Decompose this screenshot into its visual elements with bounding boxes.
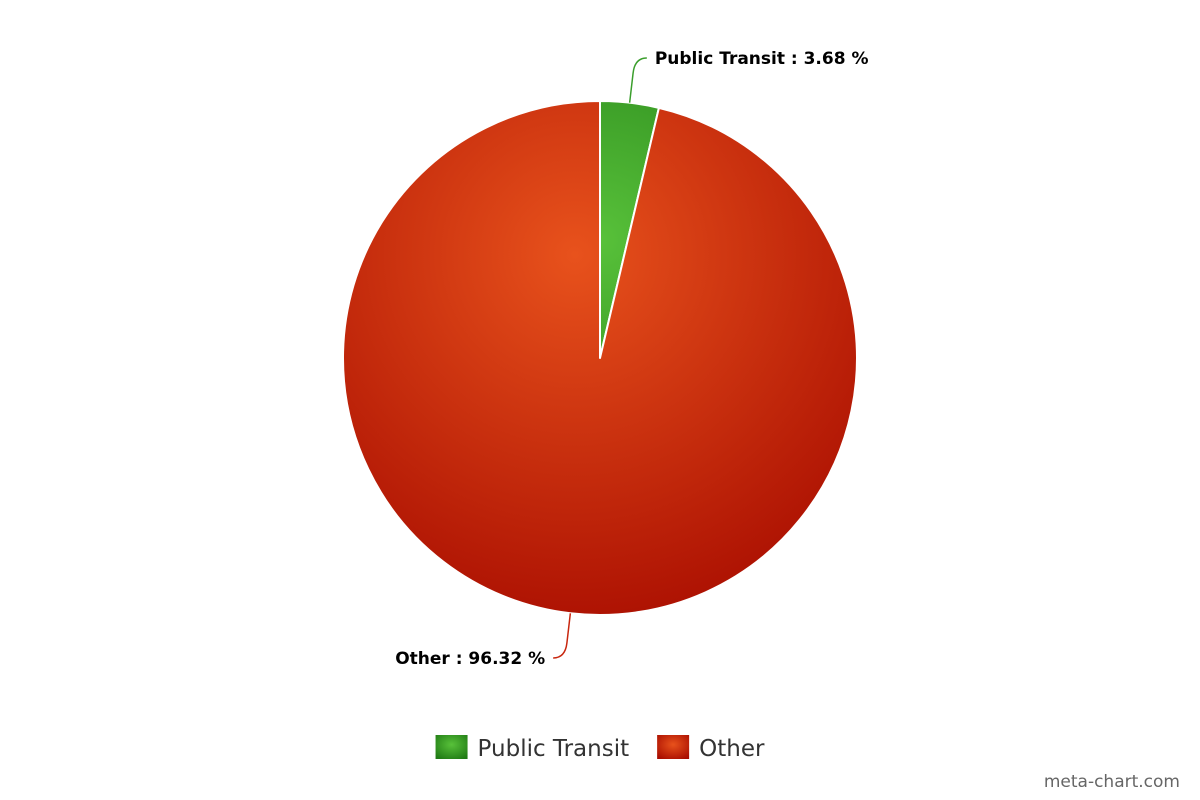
- label-connector-other: [553, 613, 572, 659]
- credit-text: meta-chart.com: [1043, 772, 1180, 792]
- label-connector-public-transit: [628, 57, 647, 103]
- legend-swatch-public-transit[interactable]: [435, 735, 468, 759]
- pie-slice-other[interactable]: [342, 100, 858, 616]
- label-connectors: [553, 57, 647, 659]
- slice-labels: Public Transit : 3.68 % Other : 96.32 %: [395, 49, 868, 669]
- legend: Public Transit Other: [435, 735, 765, 762]
- legend-swatch-other[interactable]: [657, 735, 690, 759]
- data-label-other: Other : 96.32 %: [395, 649, 545, 669]
- legend-label-public-transit[interactable]: Public Transit: [478, 736, 630, 762]
- data-label-public-transit: Public Transit : 3.68 %: [655, 49, 869, 69]
- pie-slices: [342, 100, 858, 616]
- legend-label-other[interactable]: Other: [699, 736, 765, 762]
